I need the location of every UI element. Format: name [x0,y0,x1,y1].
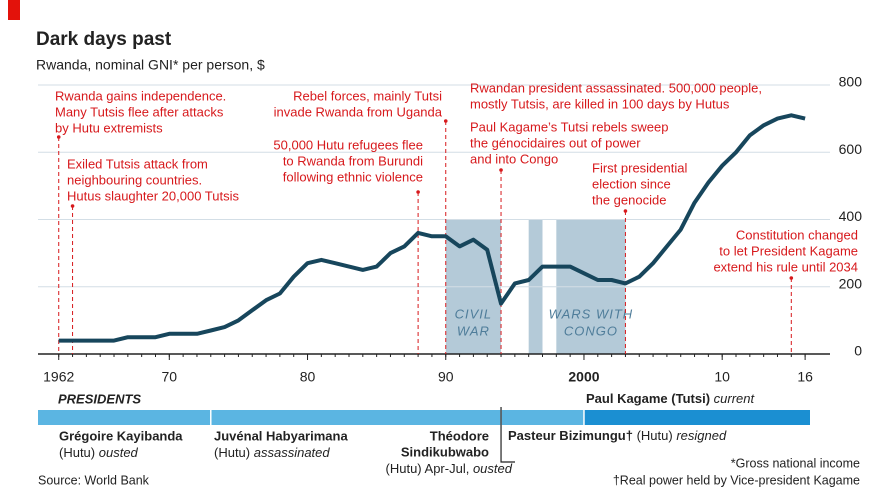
annotation-text: election since [592,176,671,191]
x-tick-label: 70 [162,369,178,385]
annotation-text: and into Congo [470,151,558,166]
president-note: (Hutu) Apr-Jul, ousted [386,461,513,476]
president-fate: resigned [676,428,727,443]
y-tick-label: 0 [854,343,862,359]
x-tick-label: 2000 [568,369,599,385]
annotation-dot [789,276,794,280]
president-name: Paul Kagame [586,391,668,406]
annotation-text: neighbouring countries. [67,172,202,187]
annotation-text: to Rwanda from Burundi [283,153,423,168]
annotation-dot [443,119,448,123]
annotation-text: to let President Kagame [719,243,858,258]
period-label: CIVIL [455,306,493,321]
annotation-text: Rebel forces, mainly Tutsi [293,88,442,103]
data-line [58,113,806,343]
president-bar [210,410,502,425]
y-tick-label: 200 [839,275,863,291]
period-label: WARS WITH [549,306,634,321]
annotation-text: invade Rwanda from Uganda [274,104,443,119]
annotation-text: the génocidaires out of power [470,135,641,150]
footnote: *Gross national income [731,456,860,470]
x-tick-label: 16 [797,369,813,385]
president-bar [501,410,584,425]
chart-title: Dark days past [36,29,172,50]
annotation-text: Hutus slaughter 20,000 Tutsis [67,188,239,203]
x-tick-label: 80 [300,369,316,385]
x-tick-label: 90 [438,369,454,385]
annotation-text: extend his rule until 2034 [713,259,858,274]
president-note: (Hutu) ousted [59,445,139,460]
president-bar [583,410,810,425]
president-label: Paul Kagame (Tutsi) current [586,391,756,406]
president-name: Pasteur Bizimungu† [508,428,633,443]
footnote: †Real power held by Vice-president Kagam… [613,473,860,487]
brand-mark [8,0,20,20]
president-party: (Hutu) Apr-Jul, [386,461,470,476]
annotation-dot [70,204,75,208]
source: Source: World Bank [38,473,150,487]
y-tick-label: 400 [839,208,863,224]
president-fate: current [714,391,756,406]
annotation-text: Rwanda gains independence. [55,88,226,103]
president-party: (Hutu) [214,445,250,460]
annotation-dot [623,209,628,213]
annotation-dot [56,135,61,139]
president-bar [38,410,211,425]
president-label: Pasteur Bizimungu† (Hutu) resigned [508,428,727,443]
annotation-dot [499,168,503,172]
x-tick-label: 10 [714,369,730,385]
president-party: (Tutsi) [671,391,710,406]
annotation-text: Exiled Tutsis attack from [67,156,208,171]
annotation-text: Paul Kagame’s Tutsi rebels sweep [470,119,668,134]
annotation-text: mostly Tutsis, are killed in 100 days by… [470,96,730,111]
annotation-text: First presidential [592,160,687,175]
president-connector [500,407,515,463]
annotation-dot [416,190,420,194]
y-tick-label: 800 [839,74,863,90]
annotation-text: following ethnic violence [283,169,423,184]
president-party: (Hutu) [637,428,673,443]
annotation-text: Many Tutsis flee after attacks [55,104,224,119]
president-name: Sindikubwabo [401,444,489,459]
period-label: CONGO [564,323,618,338]
president-fate: assassinated [254,445,331,460]
annotation-text: 50,000 Hutu refugees flee [273,137,423,152]
annotation-text: the genocide [592,192,666,207]
president-name: Grégoire Kayibanda [59,428,183,443]
president-name: Théodore [430,428,489,443]
x-tick-label: 1962 [43,369,74,385]
president-note: (Hutu) assassinated [214,445,330,460]
annotation-text: by Hutu extremists [55,120,163,135]
presidents-heading: PRESIDENTS [58,391,141,406]
president-party: (Hutu) [59,445,95,460]
annotation-text: Constitution changed [736,227,858,242]
president-fate: ousted [99,445,139,460]
president-name: Juvénal Habyarimana [214,428,348,443]
annotation-text: Rwandan president assassinated. 500,000 … [470,80,762,95]
president-fate: ousted [473,461,513,476]
y-tick-label: 600 [839,141,863,157]
chart-subtitle: Rwanda, nominal GNI* per person, $ [36,57,265,73]
period-label: WAR [457,323,490,338]
